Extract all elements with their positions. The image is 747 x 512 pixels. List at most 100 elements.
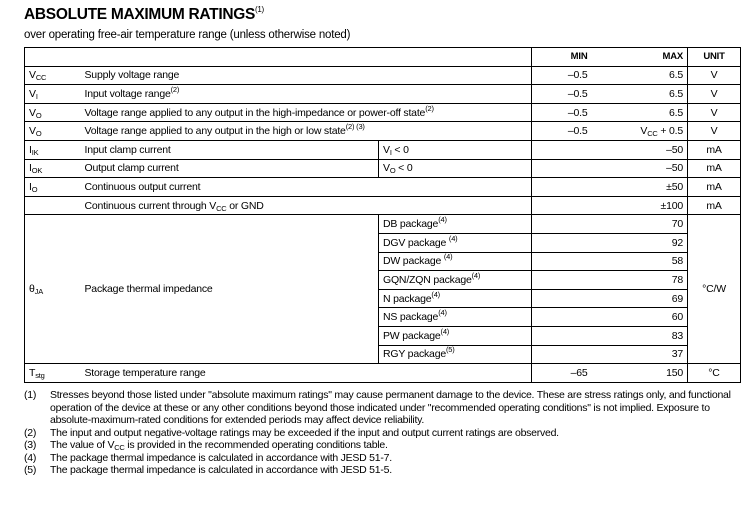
- footnote-ref: (4): [438, 215, 447, 225]
- max-cell: 69: [607, 288, 688, 309]
- max-cell: 37: [607, 344, 688, 365]
- cond-text: < 0: [395, 162, 413, 175]
- min-cell: –0.5: [531, 102, 608, 123]
- title-text: ABSOLUTE MAXIMUM RATINGS: [24, 6, 256, 23]
- package-cell: DW package (4): [378, 251, 532, 272]
- min-cell: [531, 344, 608, 365]
- symbol-cell: VO: [24, 102, 81, 123]
- package-name: DGV package: [383, 236, 449, 249]
- max-cell: 78: [607, 270, 688, 290]
- max-text: –50: [666, 143, 683, 156]
- header-row: MIN MAX UNIT: [24, 47, 741, 67]
- footnote-body: The input and output negative-voltage ra…: [50, 427, 559, 440]
- thermal-row: RGY package(5) 37: [25, 344, 741, 365]
- max-cell: VCC + 0.5: [607, 121, 688, 141]
- table-row: VO Voltage range applied to any output in…: [24, 102, 741, 123]
- footnote: (2) The input and output negative-voltage…: [24, 427, 744, 440]
- min-cell: [531, 251, 608, 272]
- min-cell: [531, 158, 608, 179]
- footnote-text: The package thermal impedance is calcula…: [50, 464, 392, 476]
- table-row: Continuous current through VCC or GND ±10…: [24, 195, 741, 216]
- package-cell: DB package(4): [378, 214, 532, 234]
- footnote-body: Stresses beyond those listed under "abso…: [50, 389, 744, 427]
- desc-text: or GND: [226, 199, 264, 212]
- footnote-ref: (4): [448, 233, 458, 243]
- footnote-ref: (4): [471, 270, 481, 280]
- thermal-row: N package(4) 69: [25, 288, 741, 309]
- footnote-text: The value of V: [50, 439, 115, 451]
- title-footnote-ref: (1): [255, 5, 264, 14]
- symbol-cell: IOK: [24, 158, 81, 179]
- symbol-subscript: O: [31, 184, 38, 194]
- max-cell: 58: [607, 251, 688, 272]
- subtitle: over operating free-air temperature rang…: [24, 29, 351, 41]
- footnote-number: (3): [24, 439, 37, 451]
- table-row: IOK Output clamp current VO < 0 –50 mA: [24, 158, 741, 179]
- unit-cell: mA: [687, 177, 741, 197]
- max-text: 6.5: [669, 69, 683, 82]
- min-cell: [531, 325, 608, 346]
- symbol-subscript: OK: [31, 166, 43, 176]
- package-name: DB package: [383, 218, 439, 231]
- unit-cell: V: [687, 65, 741, 86]
- max-cell: 60: [607, 307, 688, 327]
- footnote-body: The value of VCC is provided in the reco…: [50, 439, 388, 452]
- footnote: (3) The value of VCC is provided in the r…: [24, 439, 744, 452]
- symbol-cell: θJA: [24, 214, 81, 365]
- table-row: IO Continuous output current ±50 mA: [24, 177, 741, 197]
- symbol-subscript: IK: [31, 147, 39, 157]
- footnote-number: (4): [24, 451, 37, 464]
- symbol-base: θ: [29, 283, 35, 296]
- min-cell: –0.5: [531, 84, 608, 104]
- footnote-text: The package thermal impedance is calcula…: [50, 451, 392, 464]
- desc-text: Supply voltage range: [84, 69, 180, 82]
- min-cell: [531, 270, 608, 290]
- min-cell: [531, 195, 608, 216]
- package-name: PW package: [383, 329, 441, 342]
- footnote: (4) The package thermal impedance is calc…: [24, 452, 744, 465]
- min-cell: –0.5: [531, 121, 608, 141]
- package-cell: GQN/ZQN package(4): [378, 270, 532, 290]
- table-row: VO Voltage range applied to any output in…: [24, 121, 741, 141]
- footnote-ref: (5): [445, 345, 455, 355]
- max-text: V: [640, 125, 648, 138]
- parameter-cell: Supply voltage range: [80, 65, 532, 86]
- storage-row: Tstg Storage temperature range –65 150 °C: [24, 363, 741, 383]
- package-cell: DGV package (4): [378, 232, 532, 253]
- symbol-cell: VI: [24, 84, 81, 104]
- symbol-subscript: stg: [35, 370, 45, 380]
- desc-subscript: CC: [216, 203, 227, 213]
- footnote-ref: (4): [443, 252, 453, 262]
- parameter-cell: Continuous current through VCC or GND: [80, 195, 532, 216]
- symbol-subscript: I: [35, 91, 38, 101]
- max-cell: 83: [607, 325, 688, 346]
- condition-cell: VO < 0: [378, 158, 532, 179]
- max-text: ±100: [660, 199, 684, 212]
- package-cell: N package(4): [378, 288, 532, 309]
- footnote-ref: (2) (3): [345, 122, 365, 132]
- max-text: –50: [666, 162, 683, 175]
- package-name: N package: [383, 292, 432, 305]
- footnote-ref: (2): [170, 84, 180, 94]
- max-cell: ±100: [607, 195, 688, 216]
- package-cell: NS package(4): [378, 307, 532, 327]
- desc-text: Output clamp current: [84, 162, 179, 175]
- parameter-cell: Storage temperature range: [80, 363, 532, 383]
- symbol-base: V: [29, 125, 36, 138]
- footnote: (5) The package thermal impedance is calc…: [24, 464, 744, 477]
- symbol-base: I: [29, 143, 32, 156]
- max-cell: ±50: [607, 177, 688, 197]
- symbol-base: I: [29, 162, 32, 175]
- footnote-number: (5): [24, 464, 37, 476]
- symbol-subscript: JA: [34, 287, 44, 297]
- footnote-number: (1): [24, 389, 37, 401]
- desc-text: Voltage range applied to any output in t…: [84, 125, 346, 138]
- footnote-ref: (2): [425, 103, 434, 113]
- cond-text: V: [383, 143, 390, 156]
- cond-text: V: [383, 162, 390, 175]
- max-cell: 6.5: [607, 65, 688, 86]
- footnote-body: The package thermal impedance is calcula…: [50, 452, 392, 465]
- thermal-row: NS package(4) 60: [25, 307, 741, 327]
- symbol-cell: VO: [24, 121, 81, 141]
- symbol-subscript: O: [35, 129, 42, 139]
